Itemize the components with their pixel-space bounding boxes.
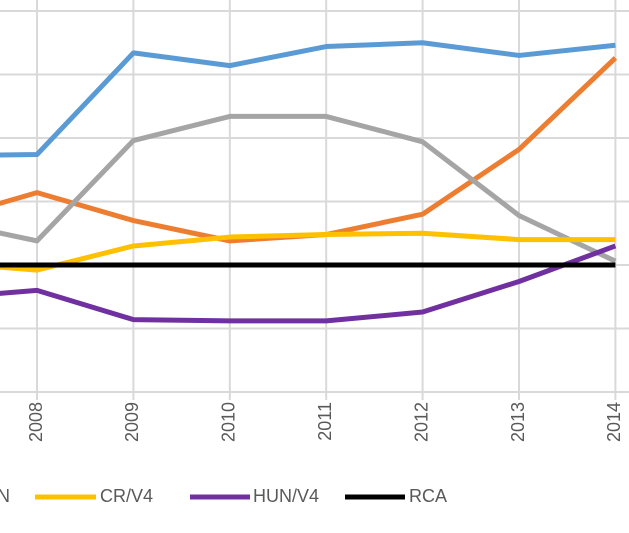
x-tick-label: 2008 [26,402,46,442]
x-tick-label: 2014 [604,402,624,442]
x-tick-label: 2012 [411,402,431,442]
x-tick-label: 2013 [508,402,528,442]
x-tick-label: 2011 [315,402,335,441]
legend-label: RCA [409,486,447,506]
legend-label: HUN/V4 [253,486,319,506]
x-tick-label: 2009 [122,402,142,442]
x-tick-label: 2010 [219,402,239,442]
series-line [0,113,617,264]
series-line [0,243,617,324]
legend: N CR/V4 HUN/V4 RCA [0,486,447,506]
legend-label: N [0,486,10,506]
legend-label: CR/V4 [100,486,153,506]
series-line [0,40,616,158]
series-line [0,56,618,244]
